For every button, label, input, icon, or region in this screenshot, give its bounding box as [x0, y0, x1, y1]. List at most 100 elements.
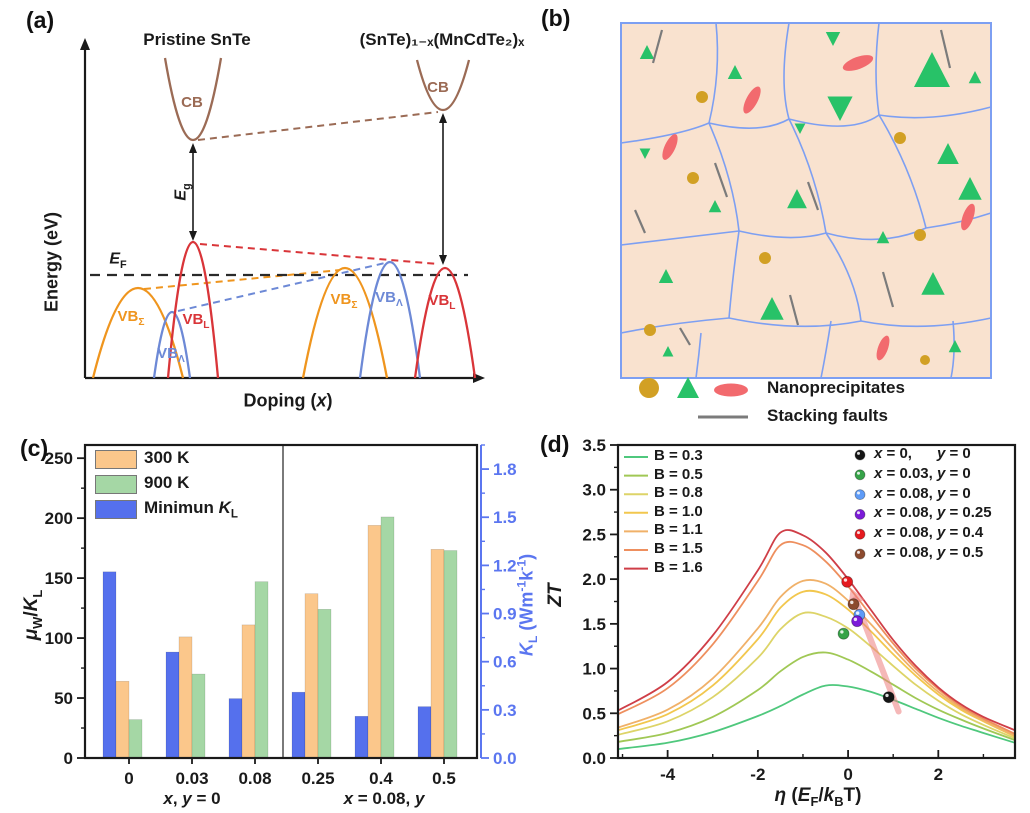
text-segment: Λ	[396, 298, 403, 310]
stacking-fault-line	[881, 271, 895, 308]
point-legend-label: x = 0.08, y = 0	[874, 484, 971, 502]
bar-minimun-kl	[102, 571, 117, 759]
bar-900-k	[443, 550, 458, 759]
panel-d-xlabel: η (EF/kBT)	[774, 785, 862, 809]
cb-label-left: CB	[181, 94, 203, 112]
legend-green-triangle-icon	[677, 377, 699, 398]
bar-300-k	[241, 624, 256, 759]
bar-300-k	[430, 549, 445, 759]
text-segment: y	[936, 544, 946, 561]
text-segment: -1	[514, 580, 529, 592]
text-segment: y	[182, 789, 192, 808]
vblambda-label-right: VBΛ	[375, 289, 403, 310]
vbl-parabola-left	[166, 240, 220, 379]
text-segment: L	[526, 635, 541, 644]
panel-a-svg	[80, 38, 485, 383]
legend-swatch-2	[95, 475, 137, 494]
point-legend-marker-highlight	[857, 511, 860, 515]
data-point-sphere	[847, 598, 860, 611]
nanoprecipitate-triangle	[825, 32, 841, 46]
vblambda-label-left: VBΛ	[157, 345, 185, 366]
fermi-level-label: EF	[109, 250, 126, 271]
text-segment: L	[230, 508, 238, 521]
point-legend-marker-highlight	[857, 471, 860, 475]
vblambda-parabola-left	[152, 310, 192, 379]
point-legend-marker	[854, 509, 866, 520]
text-segment: μ	[21, 628, 43, 641]
bar-900-k	[254, 581, 269, 759]
nanoprecipitate-triangle	[727, 65, 743, 79]
text-segment: K	[516, 643, 537, 657]
x-axis-category-label: 0	[124, 769, 134, 788]
x-axis-tick-label: 2	[934, 765, 943, 784]
panel-a-ylabel: Energy (eV)	[41, 211, 62, 313]
curve-legend-label: B = 0.5	[654, 465, 703, 483]
panel-a-tag: (a)	[26, 7, 55, 33]
nanoprecipitate-triangle	[914, 52, 950, 87]
text-segment: x	[316, 390, 327, 411]
grain-boundary-line	[620, 122, 710, 144]
eg-right-arrowhead-top	[439, 113, 447, 123]
legend-red-ellipse-icon	[714, 383, 748, 397]
point-legend-label: x = 0.08, y = 0.25	[874, 504, 992, 522]
panel-c-left-ylabel: μW/KL	[21, 589, 45, 641]
point-legend-marker	[854, 528, 866, 540]
zt-curve-1.1	[617, 579, 1016, 737]
zt-curve-1	[617, 589, 1016, 738]
nanoprecipitate-ellipse	[876, 335, 890, 361]
x-axis-category-label: 0.03	[175, 769, 209, 788]
nanoprecipitate-triangle	[921, 272, 945, 295]
text-segment: y	[936, 524, 946, 542]
text-segment: x	[874, 504, 883, 522]
point-legend-label: x = 0.08, y = 0.4	[874, 524, 984, 542]
stacking-fault-line	[633, 209, 647, 234]
text-segment: E	[109, 250, 121, 268]
right-axis-tick-label: 0.9	[493, 605, 517, 624]
text-segment: y	[414, 789, 425, 808]
y-axis-tick-label: 1.0	[582, 660, 606, 679]
text-segment: L	[203, 320, 210, 332]
text-segment: y	[936, 504, 946, 522]
data-point-sphere	[882, 691, 895, 704]
panel-d-zt-plot: 0.0 0.5 1.0 1.5 2.0 2.5 3.0 3.5 -4 -2 0 2 (d) ZT η …	[540, 430, 1030, 813]
panel-a-band-diagram: (a) Pristine SnTe (SnTe)₁₋ₓ(MnCdTe₂)ₓ En…	[0, 0, 524, 430]
curve-legend-label: B = 1.5	[654, 540, 703, 557]
grain-boundary-line	[708, 118, 790, 129]
nanoprecipitate-triangle	[662, 346, 674, 357]
curve-legend-label: B = 1.0	[654, 502, 703, 520]
y-axis-tick-label: 3.5	[582, 436, 606, 455]
point-legend-marker-highlight	[857, 491, 860, 495]
bar-900-k	[128, 719, 143, 759]
vbl-label-right: VBL	[428, 292, 456, 313]
bar-300-k	[178, 636, 193, 759]
vbl-shift-dashed-line	[199, 243, 439, 265]
text-segment: L	[449, 301, 456, 313]
data-point-highlight	[885, 693, 889, 698]
zt-curve-0.8	[617, 611, 1016, 740]
y-axis-tick-label: 1.5	[582, 615, 606, 634]
panel-b-microstructure: (b) Nanoprecipitates Stacking faults	[515, 0, 1030, 430]
legend-label-2: 900 K	[144, 473, 190, 492]
x-axis-tick-label: -4	[660, 765, 676, 784]
x-axis-category-label: 0.25	[301, 769, 335, 788]
text-segment: x	[874, 484, 883, 502]
grain-boundary-line	[860, 317, 992, 328]
x-axis-tick-label: 0	[843, 765, 852, 784]
bar-900-k	[380, 516, 395, 759]
x-axis-category-label: 0.08	[238, 769, 272, 788]
text-segment: E	[797, 785, 811, 807]
grain-boundaries-group	[620, 22, 992, 379]
nanoprecipitate-ellipse	[662, 134, 678, 160]
left-axis-tick-label: 50	[54, 689, 73, 708]
right-axis-tick-label: 1.5	[493, 508, 517, 527]
text-segment: -1	[514, 559, 529, 571]
text-segment: L	[29, 589, 45, 598]
data-point-highlight	[840, 630, 844, 634]
nanoprecipitate-ellipse	[961, 203, 975, 231]
nanoprecipitate-circle	[687, 172, 699, 184]
nanoprecipitate-triangle	[639, 148, 651, 159]
grain-boundary-line	[620, 230, 740, 246]
nanoprecipitate-triangle	[708, 200, 722, 213]
right-axis-tick-label: 1.8	[493, 460, 517, 479]
text-segment: η	[774, 785, 787, 807]
